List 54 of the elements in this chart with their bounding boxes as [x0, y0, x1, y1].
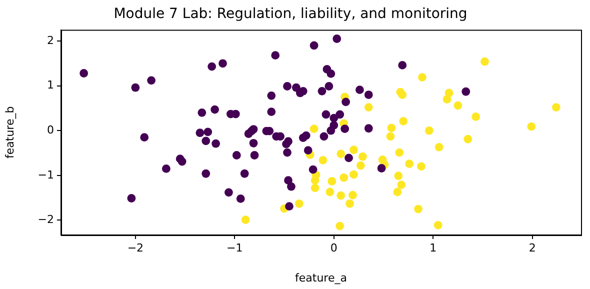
point	[480, 57, 489, 66]
point	[328, 177, 336, 186]
point	[310, 184, 320, 192]
point	[294, 199, 304, 208]
x-tick-label: 2	[528, 241, 536, 254]
y-axis-title: feature_b	[3, 106, 16, 158]
point	[336, 150, 346, 158]
point	[394, 172, 403, 180]
point	[241, 216, 250, 224]
point	[310, 176, 320, 185]
point	[434, 142, 444, 152]
point	[414, 204, 422, 214]
point	[318, 156, 328, 164]
chart-title: Module 7 Lab: Regulation, liability, and monitoring	[114, 6, 468, 22]
point	[399, 117, 408, 126]
x-tick-label: −2	[127, 241, 144, 254]
point	[364, 103, 373, 112]
point	[527, 122, 536, 131]
point	[398, 90, 407, 99]
point	[348, 190, 357, 200]
point	[340, 173, 348, 182]
x-tick-label: 1	[430, 241, 437, 254]
point	[386, 132, 395, 141]
point	[472, 112, 480, 121]
x-tick-label: 0	[330, 241, 338, 254]
x-tick-label: −1	[226, 241, 243, 254]
y-tick-label: −2	[38, 213, 54, 226]
point	[350, 146, 358, 154]
point	[346, 199, 354, 208]
point	[464, 134, 472, 144]
point	[417, 162, 426, 171]
point	[336, 222, 344, 230]
point	[418, 73, 426, 82]
y-tick-label: −1	[38, 168, 54, 182]
point	[442, 95, 452, 104]
point	[424, 126, 434, 135]
point	[552, 103, 560, 112]
point	[358, 152, 367, 161]
point	[387, 124, 396, 132]
point	[454, 101, 462, 110]
y-tick-label: 0	[47, 123, 54, 136]
point	[350, 170, 358, 179]
point	[326, 188, 334, 196]
point	[395, 148, 404, 157]
x-axis-title: feature_a	[295, 271, 347, 284]
y-tick-label: 2	[47, 34, 54, 47]
y-tick-label: 1	[47, 78, 54, 92]
point	[405, 160, 414, 168]
point	[397, 180, 406, 190]
point	[336, 191, 346, 200]
point	[356, 161, 365, 170]
point	[310, 124, 318, 134]
point	[393, 188, 402, 196]
point	[434, 220, 442, 230]
